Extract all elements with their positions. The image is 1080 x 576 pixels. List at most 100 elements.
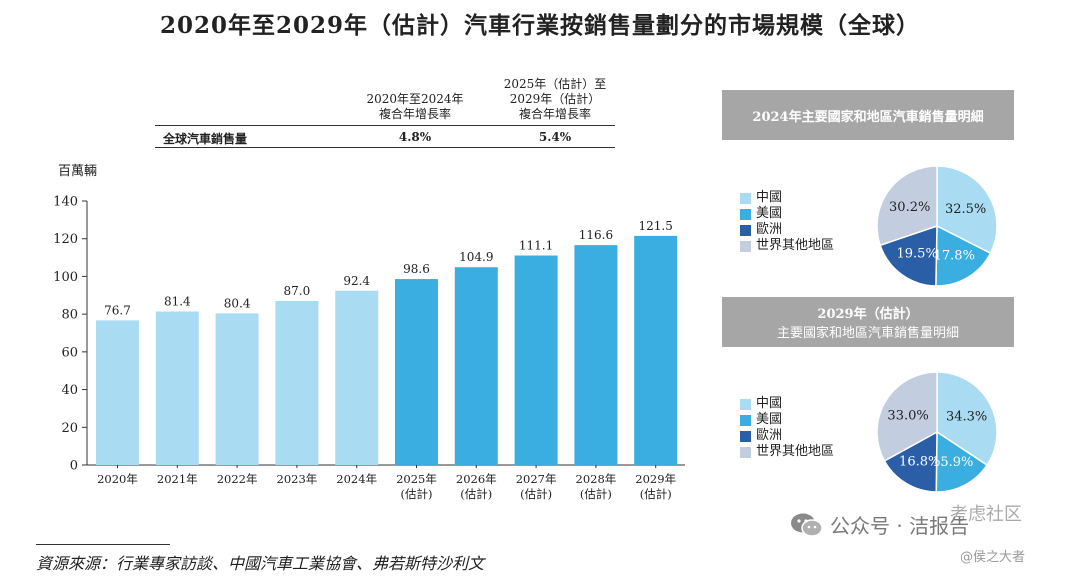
legend-item-europe: 歐洲 bbox=[740, 222, 834, 238]
legend-item-usa: 美國 bbox=[740, 412, 834, 428]
y-tick-label: 80 bbox=[61, 308, 78, 323]
watermark-top: 考虑社区 bbox=[950, 504, 1022, 525]
pie-slice-label: 32.5% bbox=[945, 202, 986, 217]
cagr-col1-header-line1: 2020年至2024年 bbox=[366, 92, 464, 106]
legend-swatch-usa bbox=[740, 414, 751, 426]
x-tick-label: 2029年 bbox=[635, 472, 676, 486]
y-tick-label: 0 bbox=[70, 459, 78, 474]
y-tick-label: 20 bbox=[61, 421, 78, 436]
bar-value-label: 104.9 bbox=[459, 250, 493, 264]
legend-swatch-europe bbox=[740, 430, 751, 442]
source-rule bbox=[36, 544, 170, 545]
legend-label-rest: 世界其他地區 bbox=[756, 238, 835, 253]
bar bbox=[514, 255, 558, 465]
x-tick-label: 2022年 bbox=[217, 472, 258, 486]
pie-slice-label: 19.5% bbox=[897, 247, 938, 262]
pie-slice-label: 15.9% bbox=[932, 455, 973, 470]
x-tick-label: 2023年 bbox=[277, 472, 318, 486]
legend-label-europe: 歐洲 bbox=[756, 428, 783, 443]
y-tick-label: 60 bbox=[61, 345, 78, 360]
pie-slice-label: 16.8% bbox=[899, 454, 940, 469]
watermark: 公众号 · 洁报告 bbox=[790, 510, 969, 539]
wechat-icon bbox=[791, 513, 823, 537]
legend-label-china: 中國 bbox=[756, 190, 783, 205]
pie-2029-title-line2: 主要國家和地區汽車銷售量明細 bbox=[776, 326, 959, 341]
pie-2024-title: 2024年主要國家和地區汽車銷售量明細 bbox=[752, 109, 984, 125]
bar-chart: 0 20 40 60 80 100 120 140 76.7 2020年 81.4 2021年 80.4… bbox=[53, 195, 685, 501]
bar bbox=[574, 245, 618, 465]
pie-2024-header: 2024年主要國家和地區汽車銷售量明細 bbox=[722, 90, 1014, 140]
x-tick-label: 2025年 bbox=[396, 472, 437, 486]
cagr-row-label: 全球汽車銷售量 bbox=[163, 132, 248, 146]
legend-item-rest: 世界其他地區 bbox=[740, 238, 834, 254]
bar-value-label: 87.0 bbox=[284, 284, 311, 298]
source-note: 資源來源：行業專家訪談、中國汽車工業協會、弗若斯特沙利文 bbox=[36, 554, 485, 573]
legend-item-china: 中國 bbox=[740, 396, 834, 412]
y-tick-label: 100 bbox=[53, 270, 78, 285]
y-tick-label: 140 bbox=[53, 195, 78, 210]
pie-2029-header: 2029年（估計） 主要國家和地區汽車銷售量明細 bbox=[722, 297, 1014, 347]
pie-slice-label: 30.2% bbox=[889, 200, 930, 215]
watermark-sub: @侯之大者 bbox=[960, 550, 1026, 565]
legend-item-rest: 世界其他地區 bbox=[740, 444, 834, 460]
legend-label-china: 中國 bbox=[756, 396, 783, 411]
pie-2024-legend: 中國 美國 歐洲 世界其他地區 bbox=[740, 190, 834, 254]
pie-slice bbox=[876, 165, 938, 247]
bar-value-label: 81.4 bbox=[164, 295, 191, 309]
x-tick-label: 2020年 bbox=[97, 472, 138, 486]
legend-label-europe: 歐洲 bbox=[756, 222, 783, 237]
bar bbox=[96, 320, 139, 465]
cagr-top-rule bbox=[155, 125, 615, 126]
legend-label-rest: 世界其他地區 bbox=[756, 444, 835, 459]
pie-2029-title-line1: 2029年（估計） bbox=[817, 307, 919, 322]
cagr-col2-header-line2: 2029年（估計） bbox=[509, 92, 601, 106]
pie-slice bbox=[883, 430, 938, 493]
bar-value-label: 76.7 bbox=[104, 303, 131, 317]
pie-chart-2029: 34.3% 15.9%16.8% 33.0% bbox=[876, 371, 998, 493]
pie-2029-legend: 中國 美國 歐洲 世界其他地區 bbox=[740, 396, 834, 460]
pie-slice-label: 34.3% bbox=[946, 410, 987, 425]
bar bbox=[155, 311, 199, 465]
y-tick-label: 40 bbox=[61, 383, 78, 398]
y-axis-unit: 百萬輛 bbox=[58, 164, 98, 179]
cagr-col2-header-line3: 複合年增長率 bbox=[518, 107, 591, 121]
pie-chart-2024: 32.5% 17.8%19.5% 30.2% bbox=[876, 165, 998, 287]
bar-value-label: 121.5 bbox=[639, 219, 673, 233]
bar-value-label: 92.4 bbox=[343, 274, 370, 288]
legend-swatch-china bbox=[740, 192, 751, 204]
bar bbox=[454, 267, 498, 465]
legend-item-china: 中國 bbox=[740, 190, 834, 206]
cagr-col1-value: 4.8% bbox=[398, 130, 432, 144]
watermark-text: 公众号 · 洁报告 bbox=[830, 514, 970, 538]
x-tick-label: 2027年 bbox=[516, 472, 557, 486]
legend-label-usa: 美國 bbox=[756, 206, 783, 221]
bar bbox=[634, 235, 678, 465]
pie-slice bbox=[935, 430, 989, 493]
legend-item-europe: 歐洲 bbox=[740, 428, 834, 444]
bar bbox=[275, 300, 319, 465]
cagr-col2-header-line1: 2025年（估計）至 bbox=[503, 77, 607, 91]
x-tick-label: 2024年 bbox=[336, 472, 377, 486]
x-tick-label: (估計) bbox=[520, 487, 552, 501]
cagr-bottom-rule bbox=[155, 147, 615, 148]
legend-swatch-china bbox=[740, 398, 751, 410]
x-tick-label: (估計) bbox=[460, 487, 492, 501]
pie-slice bbox=[935, 224, 992, 287]
legend-swatch-europe bbox=[740, 224, 751, 236]
pie-slice-label: 33.0% bbox=[887, 408, 928, 423]
bar bbox=[395, 279, 438, 465]
bar-value-label: 116.6 bbox=[579, 228, 613, 242]
pie-slice bbox=[876, 371, 938, 462]
x-tick-label: (估計) bbox=[580, 487, 612, 501]
x-tick-label: 2028年 bbox=[576, 472, 617, 486]
cagr-col1-header: 2020年至2024年 複合年增長率 bbox=[355, 92, 475, 122]
pie-slice bbox=[936, 165, 998, 255]
legend-swatch-rest bbox=[740, 446, 751, 458]
y-tick-label: 120 bbox=[53, 232, 78, 247]
cagr-col2-header: 2025年（估計）至 2029年（估計） 複合年增長率 bbox=[490, 77, 620, 122]
bar-value-label: 98.6 bbox=[403, 262, 430, 276]
x-tick-label: 2021年 bbox=[157, 472, 198, 486]
legend-item-usa: 美國 bbox=[740, 206, 834, 222]
chart-title: 2020年至2029年（估計）汽車行業按銷售量劃分的市場規模（全球） bbox=[159, 12, 921, 39]
bar-value-label: 80.4 bbox=[224, 296, 251, 310]
